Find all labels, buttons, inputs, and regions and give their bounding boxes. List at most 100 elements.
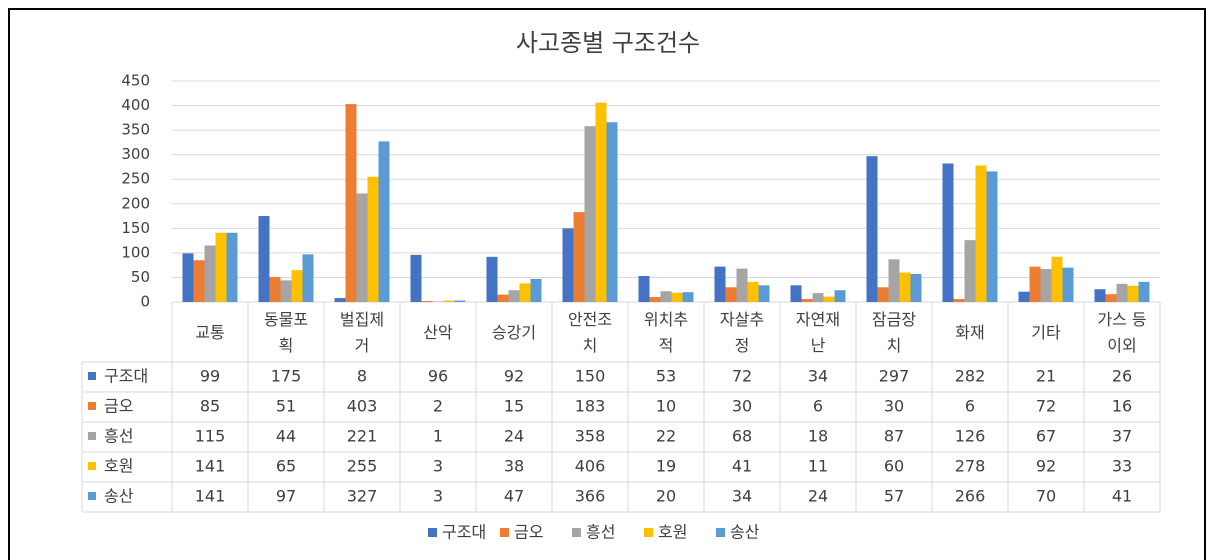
legend-swatch — [644, 528, 653, 537]
x-tick-cell: 자연재 난 — [796, 310, 840, 355]
bar — [671, 292, 683, 302]
bar — [1138, 281, 1150, 302]
bar — [1127, 285, 1139, 302]
table-value: 221 — [347, 427, 378, 446]
legend-swatch — [88, 432, 96, 440]
x-tick-label: 기타 — [1031, 323, 1061, 342]
row-label: 호원 — [104, 457, 133, 476]
bar — [226, 232, 238, 302]
x-tick-cell: 동물포 획 — [264, 310, 308, 355]
bar — [877, 287, 889, 302]
x-tick-label: 가스 등 이외 — [1097, 310, 1147, 355]
x-tick-cell: 승강기 — [492, 323, 536, 342]
x-tick-label: 잠금장 치 — [871, 310, 917, 355]
table-value: 366 — [575, 487, 606, 506]
bar — [530, 278, 542, 302]
bar — [204, 245, 216, 302]
bar — [942, 163, 954, 302]
table-value: 47 — [504, 487, 524, 506]
table-value: 358 — [575, 427, 606, 446]
legend-label: 흥선 — [586, 523, 615, 542]
table-value: 65 — [276, 457, 296, 476]
bar — [1051, 256, 1063, 302]
bar — [606, 122, 618, 303]
table-value: 19 — [656, 457, 676, 476]
x-tick-label: 자살추 정 — [719, 310, 765, 355]
table-value: 6 — [965, 397, 975, 416]
y-tick-label: 200 — [121, 194, 150, 212]
table-value: 70 — [1036, 487, 1056, 506]
table-value: 11 — [808, 457, 828, 476]
bar — [649, 297, 661, 302]
bar — [356, 193, 368, 302]
table-value: 34 — [808, 367, 828, 386]
table-value: 15 — [504, 397, 524, 416]
bar — [182, 253, 194, 302]
table-value: 51 — [276, 397, 296, 416]
bar — [910, 274, 922, 302]
y-tick-label: 100 — [121, 243, 150, 261]
table-value: 85 — [200, 397, 220, 416]
bar — [1040, 269, 1052, 302]
bar — [378, 141, 390, 302]
table-value: 72 — [1036, 397, 1056, 416]
table-value: 327 — [347, 487, 378, 506]
bar — [736, 268, 748, 302]
y-tick-label: 0 — [140, 293, 150, 311]
table-value: 30 — [884, 397, 904, 416]
y-tick-label: 300 — [121, 145, 150, 163]
table-value: 20 — [656, 487, 676, 506]
x-tick-cell: 가스 등 이외 — [1097, 310, 1147, 355]
table-value: 278 — [955, 457, 986, 476]
bar — [1029, 266, 1041, 302]
x-tick-cell: 산악 — [423, 323, 452, 342]
y-tick-label: 150 — [121, 219, 150, 237]
bar — [714, 266, 726, 302]
table-value: 255 — [347, 457, 378, 476]
bar — [410, 254, 422, 302]
bar — [595, 102, 607, 302]
bar — [215, 232, 227, 302]
row-label: 금오 — [104, 397, 133, 416]
bar — [1018, 291, 1030, 302]
table-value: 57 — [884, 487, 904, 506]
table-value: 30 — [732, 397, 752, 416]
table-value: 33 — [1112, 457, 1132, 476]
bar — [508, 290, 520, 302]
table-value: 97 — [276, 487, 296, 506]
bar — [1105, 294, 1117, 302]
x-tick-label: 벌집제 거 — [339, 310, 385, 355]
legend-swatch — [500, 528, 509, 537]
table-value: 2 — [433, 397, 443, 416]
table-value: 26 — [1112, 367, 1132, 386]
legend-swatch — [88, 462, 96, 470]
table-value: 3 — [433, 457, 443, 476]
bar — [280, 280, 292, 302]
x-tick-label: 화재 — [955, 323, 985, 342]
bar — [953, 299, 965, 302]
row-label: 구조대 — [104, 367, 148, 386]
x-tick-cell: 기타 — [1031, 323, 1061, 342]
x-tick-cell: 위치추 적 — [644, 310, 688, 355]
bar — [888, 259, 900, 302]
y-tick-label: 250 — [121, 170, 150, 188]
bar — [812, 293, 824, 302]
table-value: 141 — [195, 487, 226, 506]
table-value: 3 — [433, 487, 443, 506]
table-value: 92 — [1036, 457, 1056, 476]
chart-title: 사고종별 구조건수 — [516, 29, 700, 57]
bar — [1094, 289, 1106, 302]
table-value: 10 — [656, 397, 676, 416]
legend-label: 호원 — [658, 523, 687, 542]
table-value: 22 — [656, 427, 676, 446]
x-tick-label: 교통 — [195, 323, 225, 342]
table-value: 1 — [433, 427, 443, 446]
table-value: 68 — [732, 427, 752, 446]
legend-swatch — [88, 492, 96, 500]
bar — [443, 300, 455, 302]
bar — [975, 165, 987, 302]
table-value: 44 — [276, 427, 296, 446]
y-tick-label: 50 — [131, 268, 150, 286]
x-tick-cell: 잠금장 치 — [871, 310, 917, 355]
bar — [486, 256, 498, 302]
